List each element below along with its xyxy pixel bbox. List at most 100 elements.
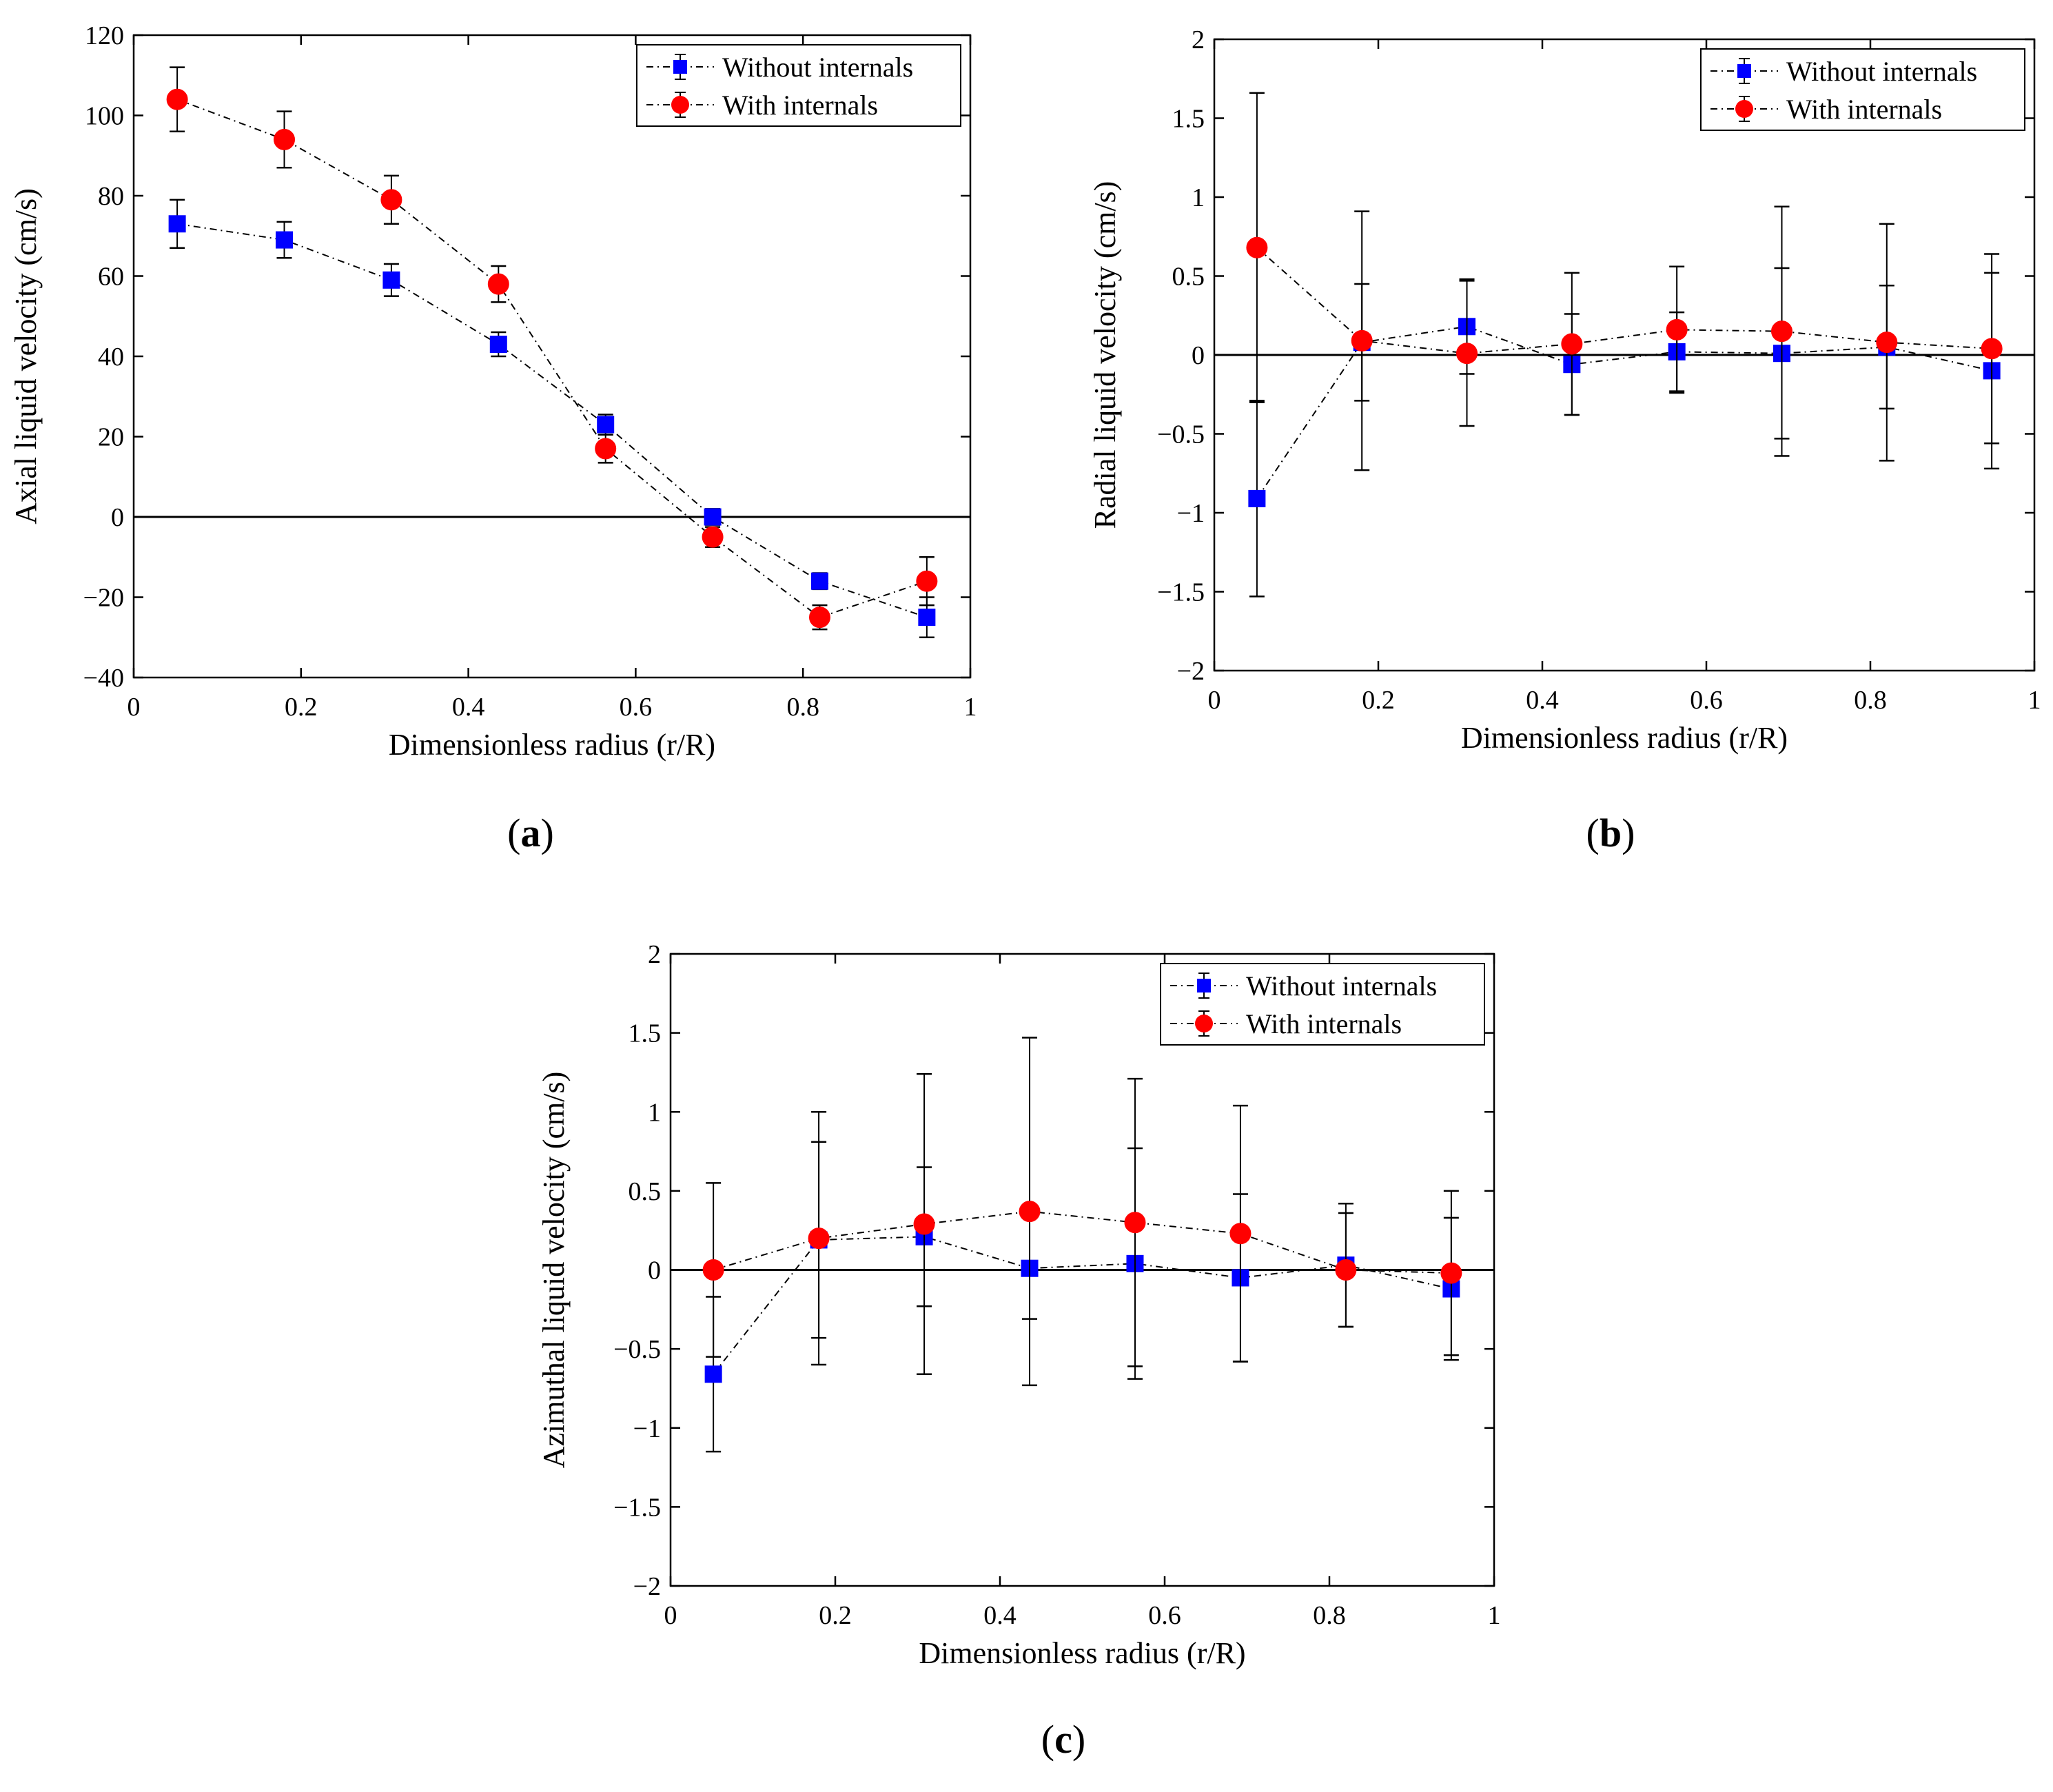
series-line: [176, 223, 928, 618]
x-axis-label: Dimensionless radius (r/R): [1461, 721, 1788, 755]
y-tick-label: 0: [648, 1256, 661, 1285]
panel-b-letter: b: [1600, 811, 1622, 855]
x-tick-label: 0.2: [1362, 686, 1395, 715]
y-tick-label: 1: [648, 1098, 661, 1127]
data-point-circle: [913, 1213, 935, 1235]
y-tick-label: 40: [98, 343, 124, 371]
data-point-circle: [1335, 1259, 1357, 1281]
x-tick-label: 1: [2028, 686, 2041, 715]
x-tick-label: 0.2: [819, 1601, 852, 1630]
y-tick-label: 0: [111, 503, 124, 532]
data-point-square: [704, 1365, 722, 1383]
data-point-circle: [702, 1259, 724, 1281]
data-point-circle: [1440, 1262, 1462, 1284]
x-tick-label: 0.8: [1854, 686, 1887, 715]
data-point-circle: [1981, 338, 2003, 360]
data-point-circle: [1770, 320, 1792, 343]
data-point-circle: [380, 189, 402, 211]
series-line: [176, 99, 928, 618]
y-tick-label: 120: [85, 21, 124, 50]
legend-label: Without internals: [1786, 56, 1977, 87]
legend-marker-circle: [1195, 1015, 1213, 1032]
panel-b-label: (b): [1586, 811, 1635, 855]
legend-box: [1700, 48, 2025, 131]
x-tick-label: 0.6: [620, 693, 653, 722]
x-tick-label: 0: [127, 693, 141, 722]
x-tick-label: 0: [664, 1601, 677, 1630]
y-tick-label: −0.5: [613, 1335, 661, 1364]
series-line: [713, 1236, 1452, 1375]
data-point-square: [382, 271, 400, 289]
series-with-internals: [1246, 92, 2003, 471]
data-point-circle: [1229, 1223, 1252, 1245]
legend-marker-square: [673, 60, 687, 74]
data-point-square: [1248, 489, 1266, 507]
y-tick-label: 1.5: [629, 1019, 662, 1048]
legend-marker-circle: [671, 96, 689, 114]
y-tick-label: −40: [83, 664, 124, 693]
x-tick-label: 1: [964, 693, 977, 722]
legend-box: [636, 44, 961, 127]
data-point-circle: [916, 570, 938, 592]
y-tick-label: −1.5: [613, 1493, 661, 1522]
legend-marker-square: [1197, 979, 1211, 992]
series-with-internals: [166, 66, 938, 631]
x-tick-label: 0: [1208, 686, 1221, 715]
x-tick-label: 1: [1488, 1601, 1501, 1630]
plot-frame: [132, 34, 972, 679]
panel-b: (b) 0 0.2 0.4 0.6 0.8 1 −2 −1.5 −1 −0.5 0 0.5 1 1.5 2 D…: [1088, 26, 2041, 855]
series-without-internals: [168, 198, 936, 638]
x-tick-label: 0.4: [452, 693, 485, 722]
y-tick-label: −2: [633, 1572, 661, 1601]
y-tick-label: 2: [1192, 26, 1205, 54]
data-point-circle: [702, 526, 724, 548]
y-tick-label: −0.5: [1157, 420, 1205, 449]
data-point-circle: [1876, 332, 1898, 354]
panel-a: (a) 0 0.2 0.4 0.6 0.8 1 −40 −20 0 20 40 60 80 100 120 D…: [9, 21, 977, 855]
y-tick-label: 100: [85, 102, 124, 131]
data-point-circle: [1561, 333, 1583, 355]
panel-a-letter: a: [521, 811, 541, 855]
data-point-square: [918, 609, 936, 627]
data-point-square: [597, 416, 615, 434]
series-line: [1256, 325, 1992, 499]
series-line: [1256, 247, 1992, 354]
data-point-square: [704, 508, 722, 526]
panel-a-label: (a): [507, 811, 554, 855]
data-point-circle: [1351, 329, 1373, 352]
x-tick-label: 0.8: [1313, 1601, 1346, 1630]
y-tick-label: −20: [83, 584, 124, 613]
x-axis-label: Dimensionless radius (r/R): [919, 1636, 1245, 1670]
y-tick-label: 0: [1192, 341, 1205, 370]
data-point-circle: [166, 88, 188, 110]
data-point-square: [810, 572, 828, 590]
y-tick-label: 0.5: [629, 1177, 662, 1206]
x-tick-label: 0.4: [983, 1601, 1017, 1630]
y-axis-label: Radial liquid velocity (cm/s): [1088, 181, 1122, 529]
legend-label: Without internals: [1246, 970, 1437, 1001]
data-point-circle: [808, 607, 830, 629]
panel-c: (c) 0 0.2 0.4 0.6 0.8 1 −2 −1.5 −1 −0.5 0 0.5 1 1.5 2 D…: [537, 940, 1501, 1762]
x-tick-label: 0.2: [285, 693, 318, 722]
legend: Without internals With internals: [1700, 48, 2025, 131]
legend-label: Without internals: [722, 52, 913, 83]
legend-marker-square: [1737, 64, 1751, 78]
y-tick-label: −1: [1177, 499, 1205, 528]
y-tick-label: 1: [1192, 183, 1205, 212]
legend-label: With internals: [1786, 94, 1942, 125]
legend-marker-circle: [1735, 100, 1753, 118]
data-point-circle: [274, 128, 296, 150]
data-point-circle: [808, 1228, 830, 1250]
data-point-circle: [487, 273, 509, 295]
legend-label: With internals: [1246, 1008, 1402, 1039]
data-point-circle: [595, 438, 617, 460]
y-tick-label: −1.5: [1157, 578, 1205, 607]
x-tick-label: 0.4: [1526, 686, 1559, 715]
data-point-square: [168, 215, 186, 233]
y-tick-label: 20: [98, 423, 124, 452]
y-tick-label: 1.5: [1172, 105, 1205, 134]
data-point-circle: [1124, 1212, 1146, 1234]
y-axis-label: Azimuthal liquid velocity (cm/s): [537, 1072, 571, 1469]
data-point-circle: [1456, 343, 1478, 365]
